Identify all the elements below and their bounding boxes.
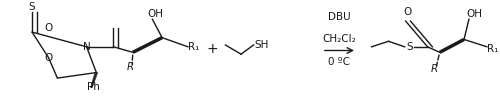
Text: OH: OH [466, 9, 482, 19]
Text: O: O [44, 23, 53, 33]
Text: R₁: R₁ [487, 44, 498, 54]
Text: 0 ºC: 0 ºC [328, 57, 350, 67]
Text: DBU: DBU [328, 12, 350, 22]
Text: R: R [431, 64, 438, 74]
Text: S: S [29, 2, 35, 12]
Text: CH₂Cl₂: CH₂Cl₂ [322, 34, 356, 44]
Text: Ph: Ph [88, 82, 101, 92]
Text: N: N [82, 42, 90, 52]
Text: S: S [406, 42, 413, 52]
Text: R: R [127, 62, 134, 72]
Text: O: O [403, 7, 411, 17]
Text: O: O [44, 53, 53, 63]
Text: SH: SH [254, 40, 268, 50]
Text: OH: OH [148, 9, 164, 19]
Text: +: + [206, 42, 218, 56]
Text: R₁: R₁ [188, 42, 200, 52]
